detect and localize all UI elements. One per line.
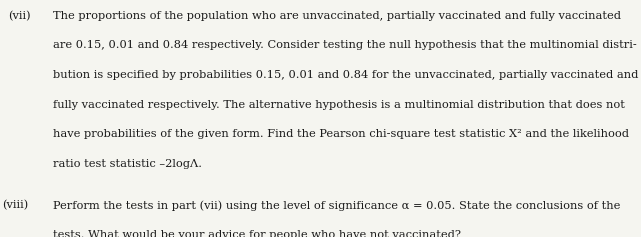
Text: (vii): (vii) xyxy=(8,11,30,21)
Text: The proportions of the population who are unvaccinated, partially vaccinated and: The proportions of the population who ar… xyxy=(53,11,620,21)
Text: ratio test statistic –2logΛ.: ratio test statistic –2logΛ. xyxy=(53,159,201,169)
Text: have probabilities of the given form. Find the Pearson chi-square test statistic: have probabilities of the given form. Fi… xyxy=(53,129,629,139)
Text: tests. What would be your advice for people who have not vaccinated?: tests. What would be your advice for peo… xyxy=(53,230,461,237)
Text: Perform the tests in part (vii) using the level of significance α = 0.05. State : Perform the tests in part (vii) using th… xyxy=(53,200,620,211)
Text: (viii): (viii) xyxy=(3,200,29,211)
Text: fully vaccinated respectively. The alternative hypothesis is a multinomial distr: fully vaccinated respectively. The alter… xyxy=(53,100,624,109)
Text: are 0.15, 0.01 and 0.84 respectively. Consider testing the null hypothesis that : are 0.15, 0.01 and 0.84 respectively. Co… xyxy=(53,40,637,50)
Text: bution is specified by probabilities 0.15, 0.01 and 0.84 for the unvaccinated, p: bution is specified by probabilities 0.1… xyxy=(53,70,638,80)
